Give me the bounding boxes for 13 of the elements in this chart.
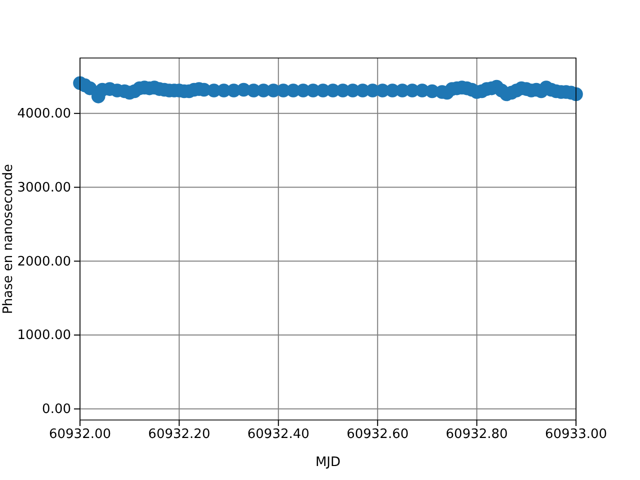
x-tick-label: 60932.80 (446, 427, 508, 442)
y-tick-label: 1000.00 (17, 328, 71, 344)
x-tick-label: 60933.00 (544, 427, 608, 442)
x-axis-title: MJD (315, 455, 341, 470)
y-tick-label: 2000.00 (17, 254, 71, 270)
x-tick-label: 60932.60 (346, 427, 409, 442)
y-axis-title: Phase en nanoseconde (1, 164, 16, 314)
x-tick-label: 60932.20 (148, 427, 210, 442)
y-tick-label: 4000.00 (17, 106, 71, 122)
x-tick-label: 60932.00 (48, 427, 112, 442)
y-tick-label: 3000.00 (17, 180, 71, 196)
y-tick-label: 0.00 (42, 402, 71, 418)
x-tick-label: 60932.40 (247, 427, 310, 442)
